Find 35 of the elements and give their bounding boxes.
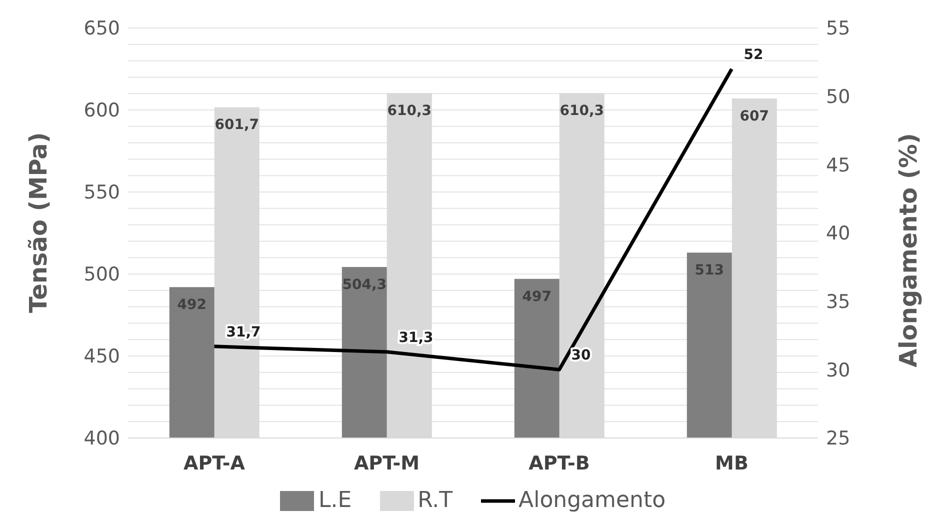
y2-axis-title: Alongamento (%)	[894, 133, 923, 368]
data-label: 492	[177, 297, 207, 314]
data-label: 52	[744, 47, 764, 63]
y-tick-label: 400	[84, 428, 120, 450]
y2-tick-label: 25	[826, 428, 850, 450]
data-label: 31,3	[398, 330, 434, 346]
legend-label: L.E	[318, 488, 352, 513]
y-tick-label: 650	[84, 18, 120, 40]
y-axis-title: Tensão (MPa)	[24, 132, 53, 313]
y2-tick-label: 45	[826, 154, 850, 176]
y-tick-label: 450	[84, 346, 120, 368]
data-label: 601,7	[214, 117, 260, 134]
y2-tick-label: 55	[826, 18, 850, 40]
data-label: 497	[522, 288, 552, 305]
y-tick-label: 500	[84, 264, 120, 286]
y-tick-label: 550	[84, 182, 120, 204]
x-tick-label: APT-A	[184, 452, 246, 474]
data-label: 31,7	[226, 324, 261, 340]
line-series	[212, 67, 734, 372]
y2-tick-label: 30	[826, 359, 850, 382]
data-label: 504,3	[342, 276, 387, 293]
legend-label: Alongamento	[518, 488, 666, 513]
x-tick-label: APT-B	[528, 452, 590, 474]
x-tick-label: MB	[715, 452, 748, 474]
data-label: 30	[571, 348, 591, 364]
legend-label: R.T	[418, 488, 453, 513]
y2-tick-label: 40	[826, 222, 850, 245]
y2-tick-label: 50	[826, 86, 850, 108]
x-tick-label: APT-M	[354, 452, 420, 474]
data-label: 610,3	[560, 103, 604, 120]
data-label: 607	[740, 108, 770, 125]
data-label: 513	[694, 262, 724, 279]
data-label: 610,3	[387, 103, 432, 120]
y-tick-label: 600	[84, 100, 120, 122]
y2-tick-label: 35	[826, 291, 850, 314]
